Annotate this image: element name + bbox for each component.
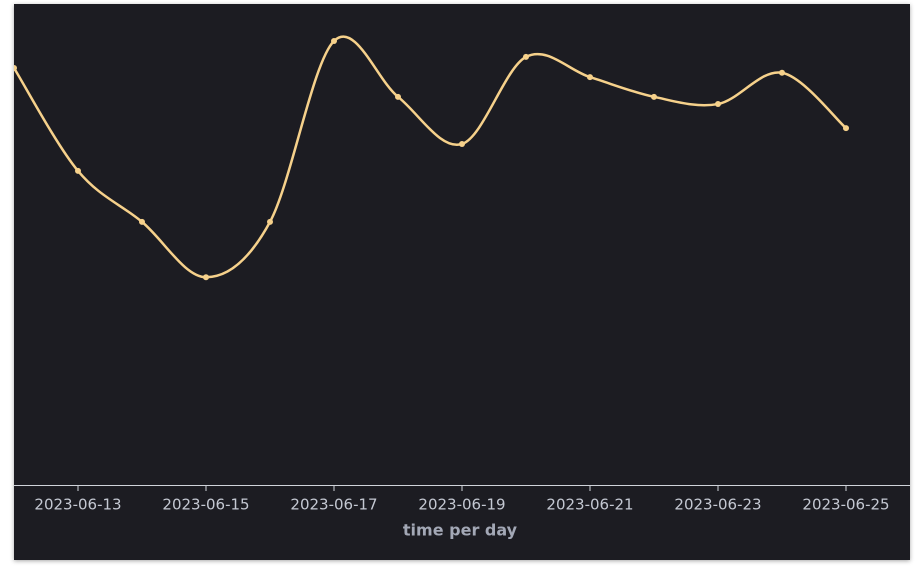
point xyxy=(14,64,17,71)
x-tick-label: 2023-06-17 xyxy=(290,496,377,514)
point xyxy=(459,140,465,147)
x-tick-label: 2023-06-19 xyxy=(418,496,505,514)
point xyxy=(587,74,593,81)
point xyxy=(267,218,273,225)
point xyxy=(139,218,145,225)
x-axis-title: time per day xyxy=(403,521,518,540)
point xyxy=(75,167,81,174)
x-tick-label: 2023-06-25 xyxy=(802,496,889,514)
x-tick-label: 2023-06-13 xyxy=(34,496,121,514)
series xyxy=(14,35,849,281)
point xyxy=(651,93,657,100)
x-tick-label: 2023-06-23 xyxy=(674,496,761,514)
panel xyxy=(14,4,910,560)
point xyxy=(843,125,849,132)
point xyxy=(523,53,529,60)
point xyxy=(395,93,401,100)
point xyxy=(203,274,209,281)
point xyxy=(779,69,785,76)
point xyxy=(331,38,337,45)
x-tick-label: 2023-06-21 xyxy=(546,496,633,514)
point xyxy=(715,101,721,108)
x-tick-label: 2023-06-15 xyxy=(162,496,249,514)
